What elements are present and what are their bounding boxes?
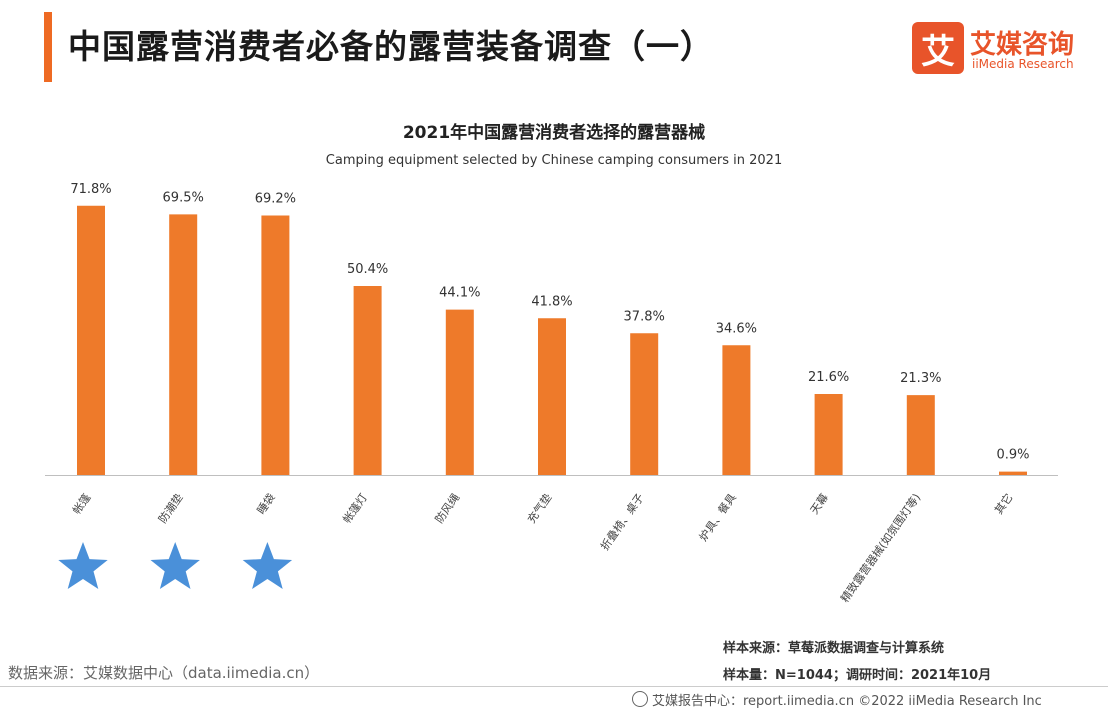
iimedia-logo: 艾 艾媒咨询 iiMedia Research xyxy=(912,22,1092,78)
category-tick-label: 防潮垫 xyxy=(155,491,185,526)
bar xyxy=(722,345,751,475)
bar xyxy=(169,214,198,475)
logo-mark: 艾 xyxy=(912,22,964,74)
chart-subtitle: Camping equipment selected by Chinese ca… xyxy=(325,153,783,168)
title-accent-bar xyxy=(44,12,52,82)
star-icon xyxy=(242,542,293,589)
bar xyxy=(630,333,659,475)
data-label: 0.9% xyxy=(996,448,1029,463)
category-tick-label: 充气垫 xyxy=(524,491,554,526)
category-tick-label: 炉具、餐具 xyxy=(696,491,739,544)
category-tick-label: 帐篷灯 xyxy=(340,491,370,526)
data-label: 44.1% xyxy=(439,286,480,301)
data-label: 41.8% xyxy=(531,294,572,309)
data-label: 50.4% xyxy=(347,262,388,277)
category-tick-label: 防风绳 xyxy=(432,491,462,526)
sample-source-note: 样本来源：草莓派数据调查与计算系统 xyxy=(723,641,945,656)
bar xyxy=(999,471,1027,475)
category-tick-label: 帐篷 xyxy=(69,491,93,517)
report-center-icon xyxy=(632,691,648,707)
data-label: 69.2% xyxy=(255,192,296,207)
bar xyxy=(906,395,935,475)
data-label: 34.6% xyxy=(716,321,757,336)
bar xyxy=(261,215,290,475)
category-tick-label: 精致露营器械(如氛围灯等) xyxy=(837,491,923,605)
data-label: 21.3% xyxy=(900,371,941,386)
category-tick-label: 睡袋 xyxy=(254,491,278,517)
star-icon xyxy=(150,542,200,589)
footer-text: 艾媒报告中心：report.iimedia.cn ©2022 iiMedia R… xyxy=(652,694,1042,709)
sample-size-note: 样本量：N=1044；调研时间：2021年10月 xyxy=(723,668,992,683)
bar xyxy=(77,205,105,475)
data-label: 71.8% xyxy=(70,182,111,197)
logo-en-text: iiMedia Research xyxy=(972,57,1074,71)
bar xyxy=(814,394,843,475)
star-icon xyxy=(58,542,108,589)
page-title: 中国露营消费者必备的露营装备调查（一） xyxy=(68,27,714,66)
bar xyxy=(353,286,382,475)
chart-title: 2021年中国露营消费者选择的露营器械 xyxy=(402,123,706,143)
category-tick-label: 其它 xyxy=(991,491,1015,517)
bar-chart: 71.8% 帐篷 69.5% 防潮垫 69.2% 睡袋 50.4% 帐篷灯 44.1% 防风绳 41… xyxy=(45,182,1058,605)
bar xyxy=(538,318,566,475)
footer: 艾媒报告中心：report.iimedia.cn ©2022 iiMedia R… xyxy=(632,690,1042,709)
data-label: 37.8% xyxy=(624,309,665,324)
category-tick-label: 天幕 xyxy=(807,491,831,517)
logo-cn-text: 艾媒咨询 xyxy=(970,30,1075,60)
category-tick-label: 折叠椅、桌子 xyxy=(597,491,646,553)
data-label: 69.5% xyxy=(163,190,204,205)
data-source: 数据来源：艾媒数据中心（data.iimedia.cn） xyxy=(8,664,320,682)
footer-divider xyxy=(0,686,1108,687)
data-label: 21.6% xyxy=(808,370,849,385)
bar xyxy=(445,309,474,475)
